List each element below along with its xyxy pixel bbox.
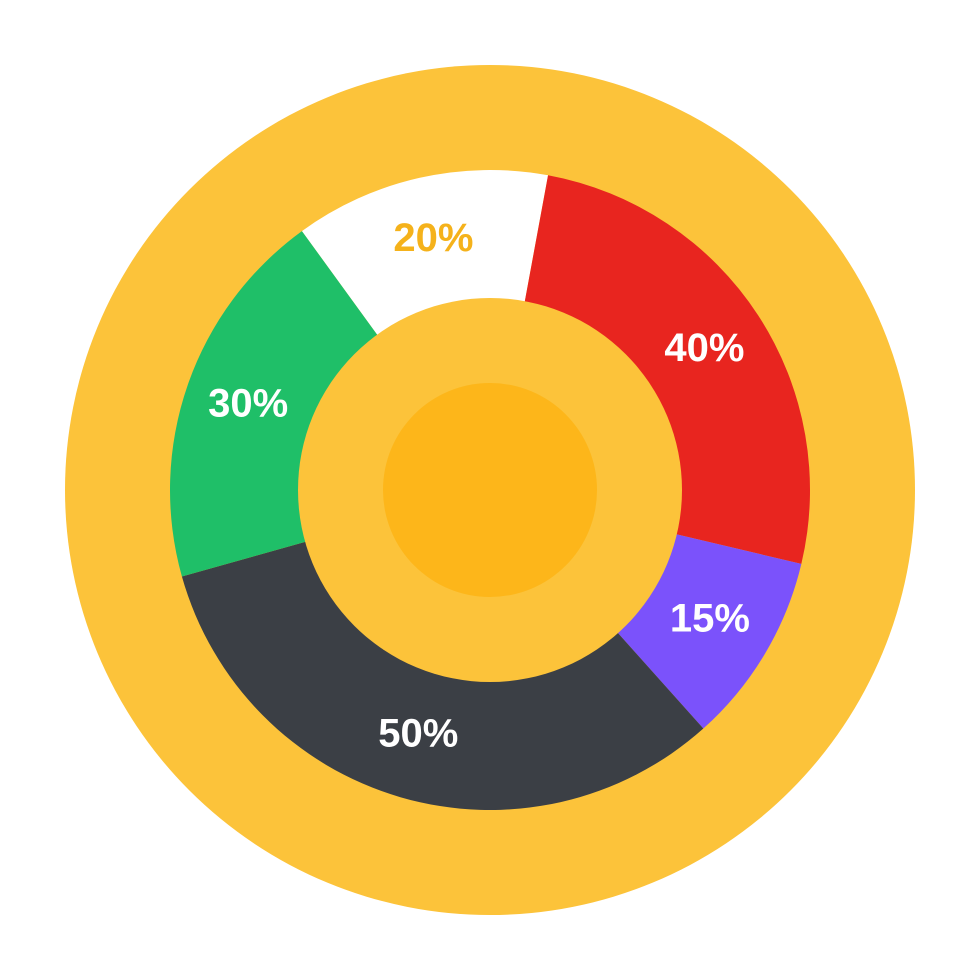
- donut-segment: [169, 231, 382, 577]
- segment-label: 20%: [393, 216, 473, 260]
- segment-label: 40%: [664, 326, 744, 370]
- segment-label: 50%: [378, 711, 458, 755]
- center-disc: [383, 383, 597, 597]
- labels: 20% 40% 15% 50% 30%: [208, 216, 750, 755]
- donut-segment: [523, 175, 811, 564]
- segment-label: 15%: [670, 597, 750, 641]
- donut-segment: [301, 170, 549, 341]
- donut-segment: [613, 532, 802, 729]
- segment-label: 30%: [208, 382, 288, 426]
